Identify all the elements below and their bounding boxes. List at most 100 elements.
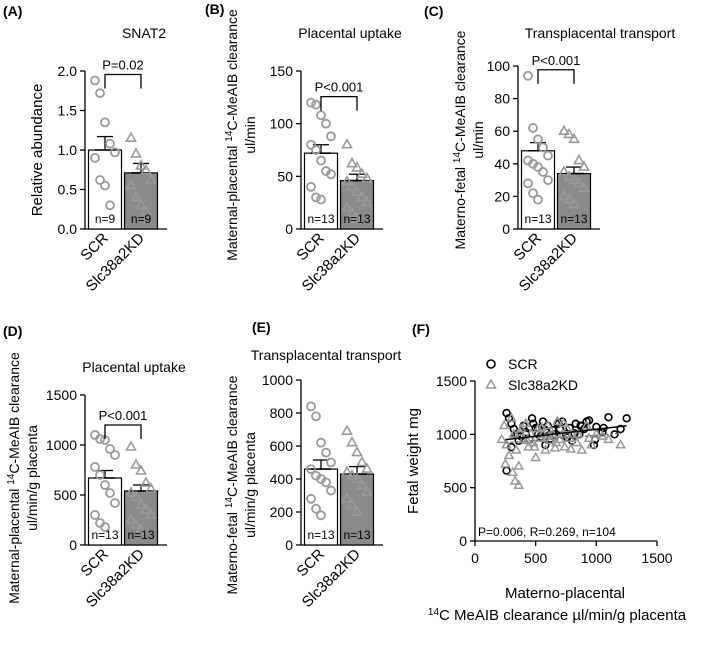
- panel-e-point-scr: [316, 437, 326, 448]
- panel-b-y-tick-label: 0: [285, 221, 293, 237]
- panel-f-point-kd: [571, 436, 583, 447]
- panel-f-point-kd: [530, 451, 541, 462]
- panel-d-point-scr: [110, 498, 120, 508]
- panel-f-y-label: Fetal weight mg: [405, 408, 422, 514]
- panel-d-y-label-line1: Maternal-placental 14C-MeAIB clearance: [6, 352, 22, 604]
- panel-d-y-tick-label: 0: [69, 537, 77, 553]
- panel-a-point-kd: [130, 147, 142, 158]
- panel-f-y-tick-label: 1500: [436, 373, 467, 389]
- panel-f-point-kd: [591, 428, 602, 438]
- panel-c-y-label-suffix: C-MeAIB clearance: [452, 30, 468, 152]
- panel-a-point-kd: [125, 178, 137, 190]
- panel-d-y-tick-label: 1500: [46, 387, 77, 403]
- panel-f-point-kd: [586, 438, 597, 449]
- panel-e-point-kd: [361, 485, 373, 497]
- panel-b-y-label-suffix: C-MeAIB clearance: [224, 9, 240, 131]
- panel-f-point-kd: [552, 415, 563, 425]
- panel-e-label: (E): [252, 319, 271, 335]
- panel-f-point-kd: [501, 438, 512, 449]
- panel-e-point-scr: [311, 411, 321, 422]
- panel-c-point-kd: [558, 124, 570, 135]
- panel-b-n-label: n=13: [307, 212, 334, 226]
- panel-a-point-scr: [90, 75, 100, 86]
- panel-d-point-kd: [130, 490, 142, 501]
- panel-d-point-kd: [125, 513, 137, 524]
- panel-f-point-kd: [537, 428, 549, 438]
- panel-b-point-kd: [346, 157, 358, 168]
- panel-d-point-kd: [130, 518, 142, 529]
- panel-b-point-scr: [311, 99, 321, 110]
- panel-b-y-label-prefix: Maternal-placental: [224, 142, 240, 261]
- panel-d-n-label: n=13: [127, 528, 154, 542]
- panel-b-point-kd: [341, 174, 353, 186]
- panel-f-label: (F): [412, 321, 430, 337]
- panel-f-point-scr: [548, 425, 557, 435]
- panel-c-point-scr: [538, 167, 548, 177]
- panel-e-title: Transplacental transport: [251, 347, 402, 363]
- panel-d-n-label: n=13: [91, 528, 118, 542]
- panel-c-point-kd: [578, 181, 590, 193]
- panel-b-point-kd: [361, 196, 373, 207]
- panel-a-y-tick-label: 1.0: [58, 142, 78, 158]
- panel-e-point-scr: [311, 503, 321, 514]
- panel-b-point-kd: [341, 138, 353, 149]
- panel-b-point-kd: [356, 190, 368, 202]
- panel-f-point-kd: [576, 444, 588, 454]
- panel-f-point-kd: [503, 449, 515, 460]
- panel-b-point-scr: [316, 155, 326, 166]
- panel-f-point-kd: [550, 436, 562, 447]
- panel-c-point-kd: [568, 197, 580, 209]
- panel-f-point-kd: [510, 444, 522, 454]
- panel-d-point-kd: [125, 440, 137, 451]
- panel-c-y-tick-label: 0: [502, 221, 510, 237]
- panel-c-point-kd: [563, 170, 575, 181]
- panel-f-point-kd: [583, 432, 595, 443]
- panel-f-point-kd: [496, 433, 508, 444]
- panel-d-point-scr: [105, 488, 115, 498]
- panel-f-annotation: P=0.006, R=0.269, n=104: [478, 525, 616, 539]
- panel-f-point-kd: [529, 441, 540, 451]
- panel-f-x-label-superscript: 14: [428, 607, 440, 618]
- panel-b-y-tick-label: 50: [277, 168, 293, 184]
- panel-f-point-kd: [506, 412, 517, 422]
- panel-d-point-kd: [145, 508, 157, 519]
- panel-f-y-tick-label: 500: [444, 480, 468, 496]
- panel-f-x-label-line2: 14C MeAIB clearance µl/min/g placenta: [428, 607, 687, 624]
- panel-e-y-label: Materno-fetal 14C-MeAIB clearance ul/min/…: [224, 375, 258, 594]
- panel-b-y-label-line1: Maternal-placental 14C-MeAIB clearance: [224, 9, 240, 261]
- panel-b-point-scr: [326, 131, 336, 142]
- panel-a-y-tick-label: 1.5: [58, 103, 78, 119]
- panel-c-point-scr: [543, 175, 553, 186]
- panel-e-point-kd: [346, 498, 358, 510]
- panel-a-point-scr: [95, 175, 105, 185]
- panel-b-p-value: P<0.001: [315, 80, 364, 95]
- panel-c-label: (C): [424, 3, 443, 19]
- panel-e-point-scr: [306, 401, 316, 412]
- panel-e-point-kd: [346, 469, 358, 480]
- panel-d-y-tick-label: 500: [54, 487, 78, 503]
- panel-c-y-label-line2: ul/min: [470, 121, 486, 158]
- panel-b-point-kd: [346, 206, 358, 217]
- panel-e-point-kd: [341, 465, 353, 477]
- panel-a-n-label: n=9: [131, 212, 152, 226]
- panel-a-p-value: P=0.02: [102, 57, 144, 72]
- panel-b-point-scr: [306, 97, 316, 108]
- panel-f-point-kd: [581, 419, 592, 430]
- panel-f-x-tick-label: 1000: [581, 550, 612, 566]
- panel-a-point-kd: [145, 173, 157, 184]
- panel-d-point-kd: [145, 482, 157, 493]
- panel-c-point-kd: [578, 160, 590, 171]
- panel-c-y-tick-label: 80: [494, 91, 510, 107]
- panel-c-point-scr: [528, 188, 538, 199]
- panel-e-y-tick-label: 200: [270, 504, 294, 520]
- panel-b-point-scr: [306, 181, 316, 192]
- panel-e-point-kd: [341, 492, 353, 503]
- panel-f-point-kd: [498, 419, 510, 430]
- panel-e-y-label-suffix: C-MeAIB clearance: [224, 375, 240, 497]
- panel-f-point-kd: [561, 422, 573, 433]
- panel-b-point-scr: [316, 110, 326, 121]
- panel-f-point-kd: [542, 419, 554, 430]
- panel-d-point-scr: [90, 510, 100, 520]
- panel-a-point-scr: [100, 117, 110, 128]
